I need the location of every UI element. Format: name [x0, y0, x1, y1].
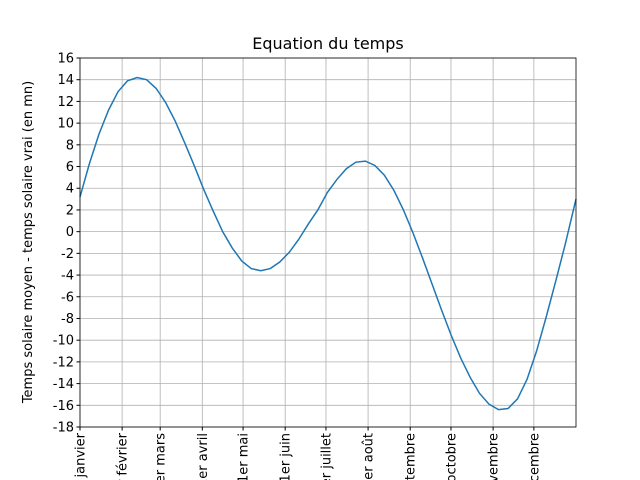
- y-tick-label: 4: [66, 182, 74, 197]
- x-tick-label: 1er mai: [237, 433, 252, 480]
- x-tick-label: 1er février: [116, 432, 131, 480]
- y-tick-label: -4: [61, 269, 74, 284]
- y-tick-label: -16: [53, 399, 74, 414]
- x-tick-label: 1er novembre: [487, 433, 502, 480]
- data-line: [79, 76, 577, 411]
- y-tick-label: -6: [61, 290, 74, 305]
- x-tick-label: 1er décembre: [527, 433, 542, 480]
- x-tick-label: 1er janvier: [74, 432, 89, 480]
- y-tick-label: 14: [57, 73, 74, 88]
- y-tick-label: 16: [57, 52, 74, 67]
- x-tick-label: 1er juin: [279, 433, 294, 480]
- y-axis-label: Temps solaire moyen - temps solaire vrai…: [21, 81, 36, 404]
- y-tick-label: 10: [57, 117, 74, 132]
- x-tick-label: 1er octobre: [444, 433, 459, 480]
- x-tick-label: 1er mars: [154, 433, 169, 480]
- chart-title: Equation du temps: [252, 34, 404, 53]
- y-tick-label: 2: [66, 203, 74, 218]
- y-tick-label: 0: [66, 225, 74, 240]
- x-tick-label: 1er avril: [196, 433, 211, 480]
- y-tick-label: 8: [66, 138, 74, 153]
- plot-frame: [79, 57, 577, 428]
- y-tick-label: 6: [66, 160, 74, 175]
- y-tick-label: -2: [61, 247, 74, 262]
- y-tick-label: -10: [53, 334, 74, 349]
- y-tick-label: -8: [61, 312, 74, 327]
- x-tick-label: 1er août: [362, 433, 377, 480]
- y-tick-label: -18: [53, 421, 74, 436]
- y-tick-label: -12: [53, 355, 74, 370]
- x-tick-label: 1er septembre: [404, 433, 419, 480]
- y-tick-label: 12: [57, 95, 74, 110]
- y-tick-label: -14: [53, 377, 74, 392]
- x-tick-label: 1er juillet: [319, 433, 334, 480]
